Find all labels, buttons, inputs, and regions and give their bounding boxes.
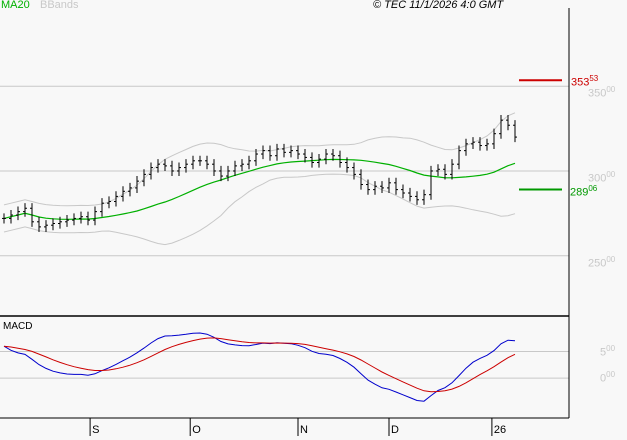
bband-upper (3, 112, 516, 207)
price-tick-label: 25000 (588, 254, 616, 270)
resistance-label: 35353 (571, 74, 599, 89)
support-label: 28906 (570, 183, 598, 199)
macd-title: MACD (3, 321, 33, 332)
x-tick-label: O (192, 424, 201, 436)
price-tick-label: 35000 (588, 85, 616, 100)
x-tick-label: N (300, 424, 308, 436)
x-tick-label: S (92, 424, 100, 436)
bband-lower (3, 173, 516, 246)
copyright: © TEC 11/1/2026 4:0 GMT (373, 0, 504, 11)
legend-bbands: BBands (40, 0, 79, 11)
ma20-line (3, 158, 516, 220)
macd-signal-line (3, 337, 516, 393)
macd-line (3, 332, 516, 402)
macd-tick-label: 500 (600, 343, 616, 359)
x-tick-label: 26 (493, 424, 507, 436)
x-tick-label: D (391, 424, 399, 436)
price-tick-label: 30000 (588, 169, 616, 185)
legend-ma20: MA20 (1, 0, 30, 11)
macd-tick-label: 000 (600, 370, 616, 385)
